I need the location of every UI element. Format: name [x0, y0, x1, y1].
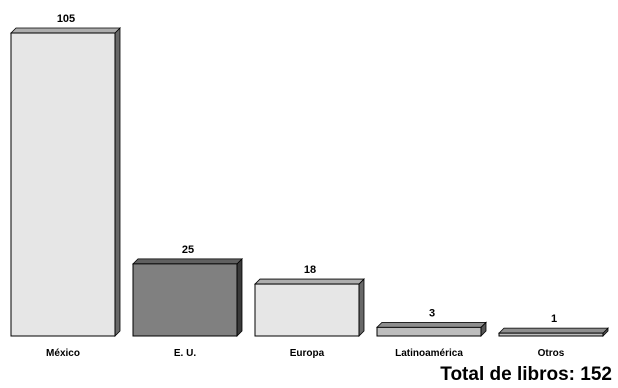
chart-plot-area: 105 México 25 E. U. 18 Europa 3 Latinoamérica 1 O… [10, 13, 609, 359]
bar-top-3 [376, 321, 487, 328]
bar-side-2 [358, 278, 365, 337]
bar-top-2 [254, 278, 365, 285]
category-label-0: México [46, 348, 80, 359]
bar-4 [498, 332, 604, 337]
bar-top-0 [10, 27, 121, 34]
bar-top-1 [132, 258, 243, 265]
total-books-label: Total de libros: 152 [440, 364, 612, 385]
bar-2 [254, 283, 360, 337]
bar-value-label-1: 25 [182, 244, 194, 256]
bar-0 [10, 32, 116, 337]
bar-value-label-0: 105 [57, 13, 75, 25]
category-label-3: Latinoamérica [395, 348, 463, 359]
bar-side-1 [236, 257, 243, 337]
bar-value-label-3: 3 [429, 307, 435, 319]
bar-top-4 [498, 327, 609, 334]
bar-value-label-2: 18 [304, 264, 316, 276]
bar-1 [132, 263, 238, 337]
bar-3 [376, 326, 482, 337]
category-label-4: Otros [538, 348, 565, 359]
category-label-1: E. U. [174, 348, 196, 359]
category-label-2: Europa [290, 348, 325, 359]
bar-value-label-4: 1 [551, 313, 557, 325]
bar-side-0 [114, 27, 121, 337]
